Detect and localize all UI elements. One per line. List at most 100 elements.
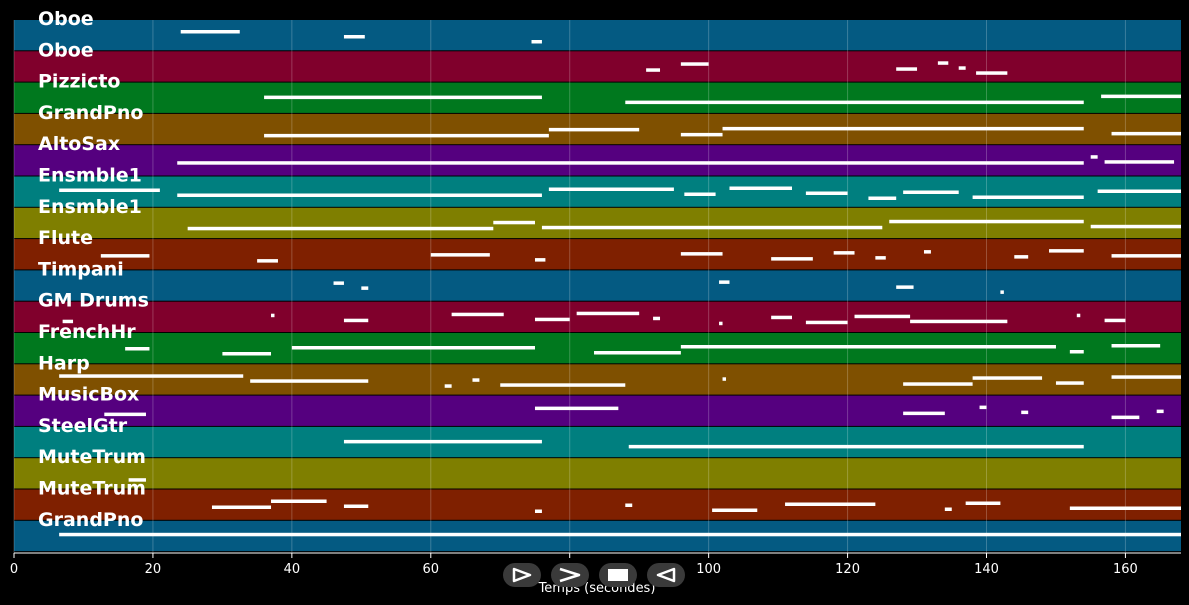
- note-segment: [472, 378, 480, 382]
- note-segment: [972, 195, 1084, 199]
- note-segment: [680, 345, 1056, 349]
- note-segment: [979, 405, 987, 410]
- note-segment: [187, 226, 494, 231]
- note-segment: [1014, 255, 1029, 259]
- note-segment: [1111, 344, 1161, 348]
- rewind-button[interactable]: [647, 563, 685, 587]
- note-segment: [250, 379, 369, 383]
- x-tick-label: 140: [974, 562, 999, 577]
- note-segment: [343, 504, 369, 508]
- note-segment: [1000, 290, 1004, 294]
- note-segment: [628, 444, 1084, 449]
- note-segment: [493, 220, 535, 225]
- note-segment: [1101, 94, 1181, 99]
- note-segment: [1069, 350, 1084, 354]
- note-segment: [1069, 506, 1181, 510]
- track-label: Harp: [38, 352, 90, 374]
- note-segment: [1104, 318, 1126, 323]
- note-segment: [343, 439, 542, 444]
- track-band: [14, 426, 1181, 458]
- track-band: [14, 489, 1181, 520]
- note-segment: [1076, 313, 1081, 318]
- note-segment: [343, 318, 369, 323]
- track-band: [14, 176, 1181, 207]
- note-segment: [534, 317, 570, 322]
- note-segment: [833, 251, 855, 255]
- note-segment: [125, 347, 150, 351]
- note-segment: [805, 191, 848, 195]
- track-label: Timpani: [38, 258, 124, 280]
- note-segment: [965, 501, 1001, 505]
- play-button[interactable]: [503, 563, 541, 587]
- note-segment: [1090, 155, 1098, 159]
- note-segment: [1049, 249, 1084, 253]
- track-band: [14, 239, 1181, 270]
- note-segment: [976, 71, 1008, 75]
- track-label: FrenchHr: [38, 321, 136, 343]
- note-segment: [910, 319, 1008, 324]
- notes-layer: [59, 30, 1182, 537]
- note-segment: [548, 187, 674, 191]
- note-segment: [531, 40, 542, 44]
- track-band: [14, 82, 1181, 113]
- note-segment: [625, 503, 633, 507]
- playback-controls: [503, 563, 689, 589]
- note-segment: [333, 281, 344, 285]
- note-segment: [896, 67, 918, 71]
- track-label: AltoSax: [38, 133, 120, 155]
- note-segment: [1021, 410, 1029, 415]
- track-band: [14, 395, 1181, 426]
- note-segment: [576, 311, 640, 316]
- note-segment: [271, 499, 327, 503]
- note-segment: [211, 505, 272, 509]
- track-label: SteelGtr: [38, 415, 128, 437]
- track-label: GM Drums: [38, 290, 149, 312]
- note-segment: [1055, 381, 1084, 385]
- note-segment: [430, 253, 490, 257]
- note-segment: [100, 254, 150, 258]
- track-label: Flute: [38, 227, 93, 249]
- note-segment: [1111, 131, 1181, 136]
- note-segment: [177, 161, 1084, 165]
- note-segment: [903, 411, 945, 416]
- note-segment: [937, 61, 949, 65]
- track-band: [14, 145, 1181, 176]
- note-segment: [896, 285, 914, 289]
- note-segment: [180, 30, 240, 34]
- track-label: Oboe: [38, 39, 94, 61]
- note-segment: [1104, 160, 1175, 164]
- note-segment: [854, 314, 911, 319]
- track-label: GrandPno: [38, 102, 143, 124]
- note-segment: [875, 256, 886, 260]
- note-segment: [646, 68, 661, 72]
- x-tick-label: 60: [423, 562, 440, 577]
- note-segment: [903, 190, 959, 194]
- note-segment: [500, 383, 626, 387]
- next-button[interactable]: [551, 563, 589, 587]
- track-band: [14, 20, 1181, 51]
- note-segment: [625, 100, 1084, 105]
- track-label: Ensmble1: [38, 165, 142, 187]
- note-segment: [594, 351, 681, 355]
- note-segment: [177, 193, 542, 197]
- note-segment: [128, 478, 146, 482]
- x-tick-label: 100: [696, 562, 721, 577]
- note-segment: [444, 384, 452, 388]
- track-label: GrandPno: [38, 509, 143, 531]
- note-segment: [59, 532, 1182, 537]
- note-segment: [868, 196, 897, 200]
- x-tick-label: 120: [835, 562, 860, 577]
- track-label: MuteTrum: [38, 478, 146, 500]
- note-segment: [785, 502, 876, 506]
- note-segment: [534, 406, 619, 411]
- note-segment: [62, 319, 74, 324]
- note-segment: [1097, 189, 1181, 193]
- track-band: [14, 270, 1181, 301]
- note-segment: [722, 126, 1084, 131]
- x-tick-label: 40: [284, 562, 301, 577]
- stop-button[interactable]: [599, 563, 637, 587]
- note-segment: [923, 250, 931, 254]
- note-segment: [1090, 224, 1181, 229]
- note-segment: [719, 321, 723, 326]
